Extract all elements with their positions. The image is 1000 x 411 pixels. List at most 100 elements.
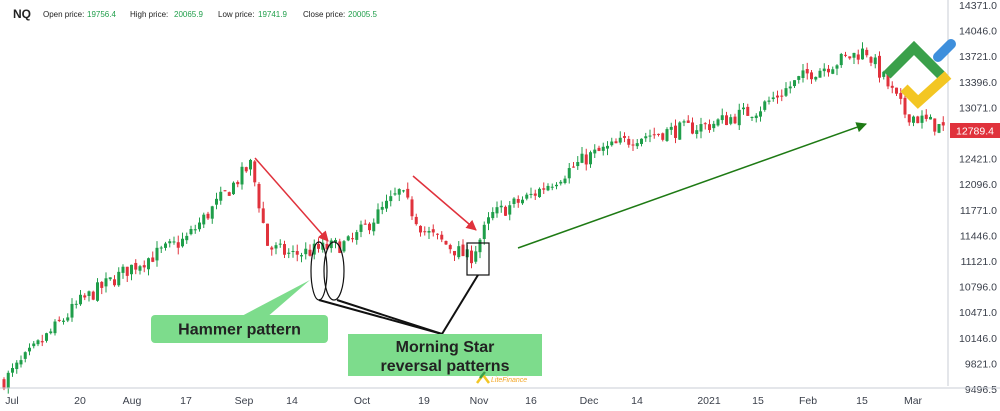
candle-body-up — [640, 138, 643, 144]
candle-body-down — [708, 124, 711, 131]
candle — [890, 81, 894, 94]
candle-body-down — [733, 116, 737, 124]
candle-body-down — [504, 206, 507, 216]
candle — [856, 49, 860, 65]
candle-body-up — [797, 76, 801, 80]
candle — [300, 252, 303, 263]
candle-body-up — [495, 207, 499, 214]
candle — [223, 189, 227, 192]
candle-body-up — [546, 185, 550, 191]
candle — [372, 218, 376, 236]
candle — [474, 245, 478, 264]
candle-body-up — [873, 57, 877, 65]
candle-body-up — [580, 153, 584, 163]
candle — [861, 42, 864, 60]
candle — [912, 115, 915, 127]
candle — [597, 145, 601, 152]
candle — [198, 217, 201, 232]
candle-body-down — [572, 166, 575, 168]
candle-body-down — [810, 72, 813, 80]
candle — [644, 132, 648, 142]
y-tick-label: 11446.0 — [960, 230, 997, 242]
candle-body-down — [686, 120, 690, 123]
candle — [380, 201, 384, 215]
candle-body-down — [691, 122, 694, 134]
candle-body-up — [198, 222, 201, 230]
candle-body-up — [635, 143, 639, 147]
candle — [406, 182, 410, 200]
y-tick-label: 14371.0 — [959, 0, 997, 12]
candle-body-up — [385, 200, 388, 209]
candle-body-up — [278, 243, 282, 245]
candle-body-up — [559, 181, 563, 184]
candle-body-down — [614, 141, 618, 144]
candle — [839, 52, 843, 68]
ohlc-readout: Open price: 19756.4 High price: 20065.9 … — [43, 10, 377, 19]
candle — [763, 100, 767, 112]
candle — [631, 139, 635, 152]
x-tick-label: Feb — [799, 395, 817, 407]
candle — [844, 51, 847, 58]
last-price-label: 12789.4 — [956, 126, 994, 138]
candle-body-up — [831, 69, 835, 74]
candle-body-up — [729, 117, 733, 124]
candle — [308, 244, 312, 257]
candle — [414, 213, 418, 226]
candle-body-up — [678, 122, 682, 140]
candle-body-up — [23, 352, 27, 359]
x-tick-label: Jul — [5, 395, 18, 407]
candle — [818, 68, 822, 78]
hammer-pattern-label: Hammer pattern — [178, 322, 301, 339]
candle — [822, 63, 826, 77]
candle — [355, 229, 359, 245]
x-tick-label: Mar — [904, 395, 923, 407]
candle-body-up — [168, 241, 172, 244]
candle — [623, 132, 626, 143]
candle-body-down — [436, 233, 439, 235]
candle-body-up — [28, 347, 31, 352]
candle — [482, 221, 486, 245]
candle — [499, 200, 503, 213]
candle — [640, 138, 643, 147]
candle-body-down — [916, 116, 920, 124]
candle — [495, 201, 499, 218]
candle — [754, 113, 758, 123]
candle-body-down — [206, 213, 210, 219]
candle-body-up — [763, 101, 767, 110]
candle — [117, 267, 121, 287]
y-tick-label: 9821.0 — [965, 358, 997, 370]
candle — [733, 113, 737, 125]
last-price-box — [950, 123, 1000, 138]
candle-body-down — [899, 93, 903, 99]
candle-body-up — [644, 136, 648, 139]
candle-body-up — [482, 224, 486, 239]
y-axis-ticks: 14371.0 14046.0 13721.0 13396.0 13071.0 12421… — [959, 0, 997, 396]
candle — [295, 244, 299, 262]
candle — [827, 65, 830, 77]
candle — [529, 187, 533, 199]
candle — [542, 182, 546, 194]
candle-body-up — [249, 159, 252, 170]
candle — [457, 241, 461, 260]
candle — [11, 363, 14, 377]
hammer-callout-box — [151, 315, 328, 343]
candle — [193, 224, 197, 234]
candle-body-up — [784, 88, 788, 96]
candle — [291, 245, 295, 258]
candle — [138, 264, 142, 275]
candle-body-down — [516, 198, 520, 203]
candle-body-down — [865, 49, 869, 56]
candle-body-up — [66, 317, 70, 321]
litefinance-watermark-icon: LiteFinance — [476, 371, 527, 384]
candle-body-up — [759, 111, 762, 117]
candle-body-up — [104, 278, 108, 287]
candle — [461, 239, 465, 257]
hammer-highlight-ellipse-2 — [323, 241, 345, 301]
candle-body-up — [499, 205, 503, 208]
candle-body-down — [261, 208, 265, 223]
downtrend-arrow-2 — [412, 175, 477, 231]
candle-body-up — [274, 245, 278, 249]
candle-body-down — [227, 192, 231, 196]
candle — [121, 264, 125, 279]
